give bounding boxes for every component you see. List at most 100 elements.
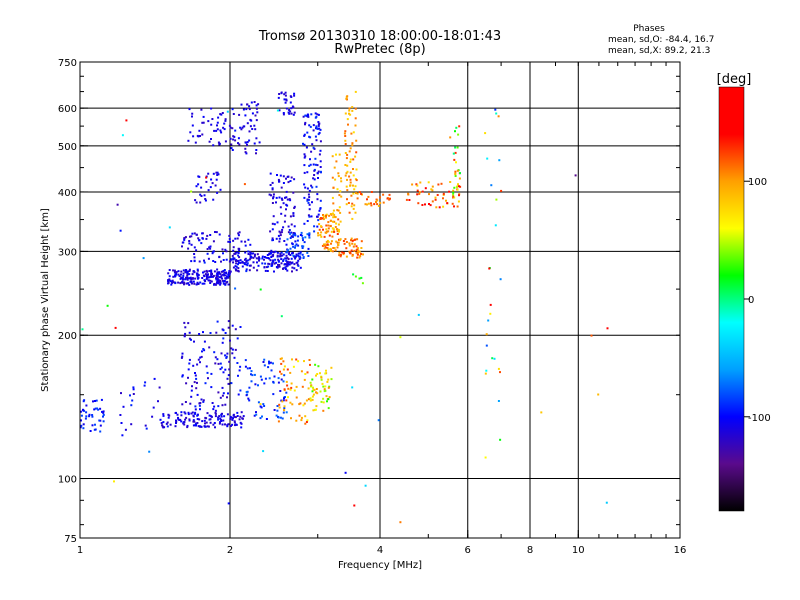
data-point	[216, 268, 219, 271]
data-point	[336, 241, 339, 244]
data-point	[266, 254, 269, 256]
data-point	[132, 386, 135, 389]
data-point	[332, 220, 334, 223]
data-point	[195, 233, 198, 236]
data-point	[354, 90, 357, 93]
data-point	[308, 164, 311, 167]
data-point	[205, 274, 208, 277]
data-point	[346, 198, 348, 201]
data-point	[216, 320, 219, 323]
data-point	[289, 232, 292, 235]
data-point	[416, 193, 419, 196]
data-point	[259, 288, 262, 291]
x-tick-label: 10	[572, 545, 585, 556]
data-point	[351, 254, 354, 257]
data-point	[337, 228, 340, 231]
data-point	[277, 265, 280, 268]
data-point	[330, 230, 333, 233]
data-point	[209, 186, 212, 189]
data-point	[336, 188, 339, 191]
data-point	[226, 413, 229, 416]
data-point	[212, 240, 215, 243]
data-point	[227, 423, 230, 426]
data-point	[279, 370, 281, 373]
data-point	[304, 121, 307, 124]
data-point	[453, 158, 456, 161]
data-point	[322, 218, 325, 221]
data-point	[337, 209, 340, 212]
data-point	[223, 122, 226, 125]
data-point	[285, 243, 288, 246]
data-point	[228, 238, 231, 240]
data-point	[196, 414, 199, 417]
data-point	[172, 281, 175, 284]
data-point	[194, 141, 197, 144]
data-point	[237, 254, 240, 257]
data-point	[281, 400, 284, 403]
data-point	[187, 322, 190, 325]
data-point	[92, 400, 94, 403]
data-point	[238, 418, 241, 421]
data-point	[283, 93, 286, 96]
data-point	[327, 378, 330, 381]
data-point	[238, 231, 241, 234]
data-point	[283, 220, 286, 223]
data-point	[281, 254, 284, 257]
data-point	[273, 375, 276, 378]
data-point	[224, 118, 227, 121]
data-point	[454, 130, 456, 133]
stats-heading: Phases	[633, 24, 665, 34]
data-point	[91, 424, 94, 427]
data-point	[300, 419, 303, 422]
data-point	[202, 271, 204, 274]
data-point	[282, 202, 285, 205]
data-point	[240, 103, 243, 106]
data-point	[172, 275, 175, 278]
data-point	[290, 261, 293, 264]
data-point	[388, 198, 391, 201]
data-point	[166, 421, 169, 424]
data-point	[245, 141, 248, 144]
data-point	[306, 187, 309, 190]
data-point	[452, 152, 455, 155]
data-point	[298, 414, 301, 417]
data-point	[308, 236, 311, 239]
data-point	[276, 174, 278, 176]
data-point	[220, 275, 223, 278]
data-point	[311, 143, 314, 146]
data-point	[222, 282, 225, 285]
data-point	[499, 371, 501, 374]
x-tick-label: 2	[227, 545, 233, 556]
data-point	[203, 282, 206, 285]
data-point	[285, 391, 288, 394]
data-point	[339, 254, 342, 256]
data-point	[204, 425, 207, 428]
data-point	[186, 276, 189, 279]
data-point	[225, 355, 228, 358]
data-point	[196, 277, 199, 280]
data-point	[221, 412, 223, 415]
data-point	[241, 417, 244, 420]
data-point	[217, 391, 220, 394]
data-point	[312, 124, 315, 127]
data-point	[256, 269, 259, 272]
data-point	[252, 266, 255, 269]
data-point	[248, 386, 251, 389]
data-point	[259, 403, 262, 406]
data-point	[351, 217, 354, 220]
data-point	[353, 239, 356, 241]
data-point	[280, 197, 283, 200]
data-point	[333, 166, 336, 169]
data-point	[229, 417, 232, 420]
data-point	[293, 92, 296, 95]
data-point	[220, 420, 223, 422]
data-point	[327, 407, 330, 410]
data-point	[291, 403, 294, 406]
data-point	[168, 414, 171, 417]
data-point	[307, 201, 310, 204]
data-point	[256, 253, 259, 256]
data-point	[424, 203, 426, 206]
data-point	[210, 386, 213, 389]
data-point	[332, 202, 335, 205]
data-point	[169, 280, 172, 283]
